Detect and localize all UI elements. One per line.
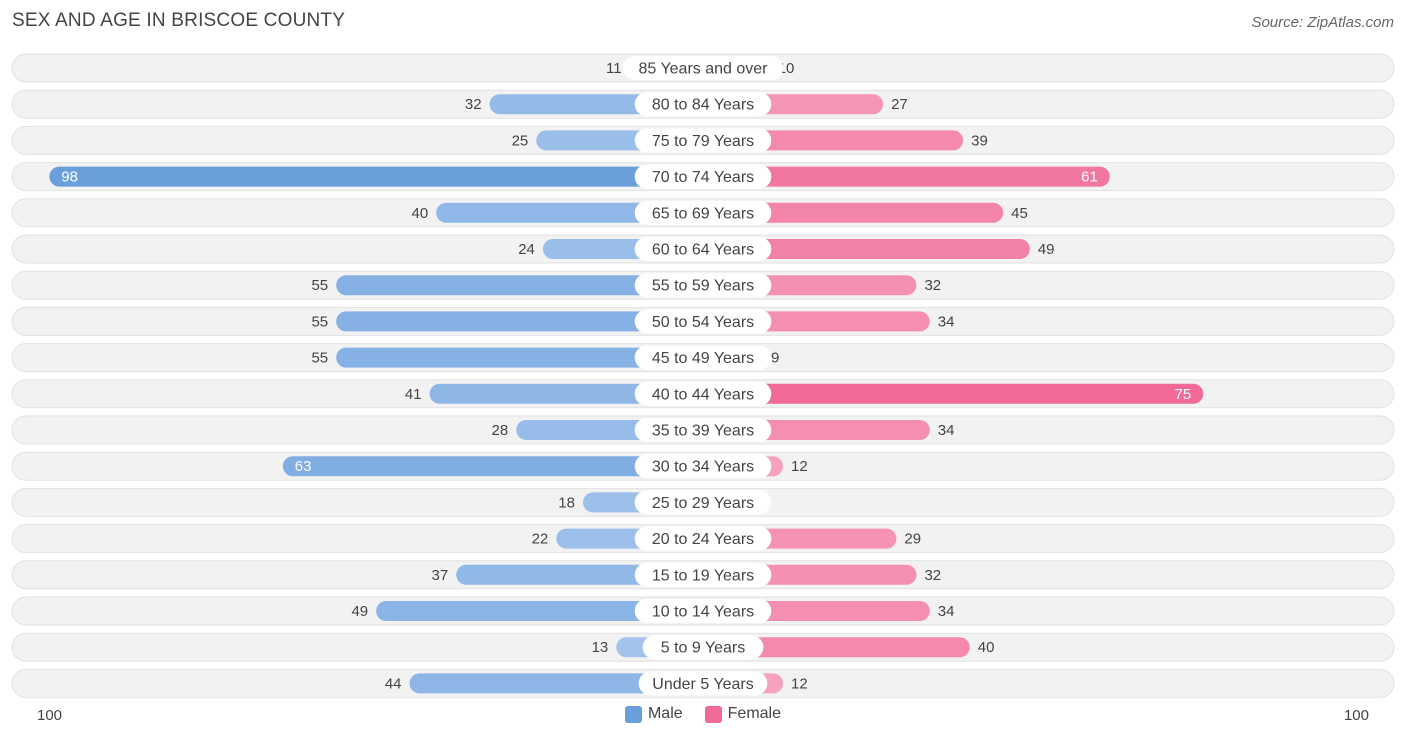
category-label: 85 Years and over (639, 61, 769, 78)
category-label: 65 to 69 Years (652, 205, 754, 222)
category-label: 35 to 39 Years (652, 423, 754, 440)
category-pill (634, 200, 772, 225)
female-bar (693, 239, 1030, 259)
male-bar (409, 673, 713, 694)
legend-swatch-female (704, 705, 722, 723)
female-value-label: 49 (1038, 241, 1055, 258)
category-pill (634, 237, 772, 261)
male-value-label: 44 (385, 675, 402, 692)
male-value-label: 25 (512, 132, 529, 149)
male-value-label: 98 (61, 169, 78, 186)
category-pill (634, 128, 772, 153)
female-value-label: 34 (938, 603, 955, 620)
female-value-label: 32 (924, 277, 941, 294)
female-value-label: 12 (791, 458, 808, 475)
male-value-label: 63 (295, 458, 312, 475)
category-label: 70 to 74 Years (652, 169, 754, 186)
male-bar (336, 275, 713, 296)
female-bar (693, 383, 1204, 404)
category-label: 30 to 34 Years (652, 459, 754, 476)
category-pill (634, 273, 772, 298)
category-label: 5 to 9 Years (661, 640, 746, 657)
female-value-label: 32 (924, 567, 941, 584)
category-pill (634, 381, 772, 406)
category-pill (634, 164, 772, 189)
category-label: Under 5 Years (652, 676, 753, 693)
male-value-label: 49 (351, 603, 368, 620)
category-pill (634, 562, 772, 587)
male-bar (336, 347, 713, 368)
legend-label-male: Male (647, 705, 683, 722)
category-pill (634, 418, 772, 442)
female-value-label: 12 (791, 675, 808, 692)
category-label: 60 to 64 Years (652, 242, 754, 259)
female-value-label: 39 (971, 132, 988, 149)
female-value-label: 34 (938, 422, 955, 439)
male-value-label: 37 (432, 567, 449, 584)
female-value-label: 75 (1175, 386, 1192, 403)
male-value-label: 22 (532, 531, 549, 548)
category-label: 20 to 24 Years (652, 531, 754, 548)
female-value-label: 27 (891, 96, 908, 113)
category-pill (634, 490, 772, 515)
category-pill (634, 309, 772, 334)
category-label: 10 to 14 Years (652, 604, 754, 621)
female-value-label: 40 (978, 639, 995, 656)
category-label: 75 to 79 Years (652, 133, 754, 150)
female-value-label: 61 (1081, 169, 1098, 186)
male-value-label: 55 (311, 350, 328, 367)
female-value-label: 9 (771, 350, 779, 367)
category-pill (638, 671, 768, 696)
male-value-label: 18 (558, 494, 575, 511)
male-bar (336, 311, 713, 332)
male-value-label: 11 (606, 60, 622, 77)
category-pill (634, 345, 772, 370)
male-value-label: 24 (518, 241, 535, 258)
legend-item-female[interactable]: Female (704, 705, 782, 723)
male-bar (282, 456, 713, 477)
category-pill (642, 635, 764, 660)
male-value-label: 32 (465, 96, 482, 113)
axis-label-left: 100 (37, 707, 63, 724)
female-bar (693, 202, 1004, 223)
legend-swatch-male (624, 705, 642, 723)
male-bar (376, 601, 713, 621)
category-label: 25 to 29 Years (652, 495, 754, 512)
category-label: 55 to 59 Years (652, 278, 754, 295)
category-label: 40 to 44 Years (652, 386, 754, 403)
source-label: Source: ZipAtlas.com (1251, 14, 1394, 31)
category-pill (634, 526, 772, 551)
chart-title: SEX AND AGE IN BRISCOE COUNTY (12, 10, 346, 31)
legend-label-female: Female (727, 705, 782, 722)
legend: Male Female (0, 705, 1406, 723)
male-value-label: 41 (405, 386, 422, 403)
category-pill (634, 599, 772, 623)
category-label: 50 to 54 Years (652, 314, 754, 331)
axis-label-right: 100 (1343, 707, 1369, 724)
male-value-label: 55 (311, 277, 328, 294)
male-value-label: 55 (311, 313, 328, 330)
category-pill (622, 56, 784, 80)
category-pill (634, 92, 772, 117)
legend-item-male[interactable]: Male (624, 705, 683, 723)
male-value-label: 40 (412, 205, 429, 222)
male-value-label: 28 (492, 422, 509, 439)
male-value-label: 13 (592, 639, 609, 656)
category-label: 15 to 19 Years (652, 567, 754, 584)
category-pill (634, 454, 772, 479)
category-label: 45 to 49 Years (652, 350, 754, 367)
female-value-label: 29 (904, 531, 921, 548)
category-label: 80 to 84 Years (652, 97, 754, 114)
male-bar (49, 166, 713, 187)
female-bar (693, 166, 1110, 187)
female-value-label: 45 (1011, 205, 1028, 222)
female-value-label: 34 (938, 313, 955, 330)
